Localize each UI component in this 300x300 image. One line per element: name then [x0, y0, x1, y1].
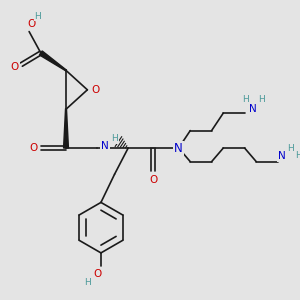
Text: O: O: [91, 85, 99, 95]
Text: O: O: [93, 269, 101, 279]
Text: H: H: [287, 144, 294, 153]
Text: H: H: [111, 134, 118, 143]
Text: H: H: [296, 151, 300, 160]
Text: N: N: [101, 141, 109, 151]
Text: O: O: [11, 61, 19, 71]
Text: N: N: [174, 142, 183, 154]
Text: H: H: [242, 95, 249, 104]
Polygon shape: [64, 109, 68, 148]
Text: O: O: [30, 143, 38, 153]
Text: O: O: [149, 175, 158, 185]
Polygon shape: [39, 51, 66, 71]
Text: N: N: [278, 151, 285, 161]
Text: O: O: [27, 19, 35, 29]
Text: H: H: [84, 278, 91, 286]
Text: N: N: [250, 104, 257, 114]
Text: H: H: [258, 95, 265, 104]
Text: H: H: [34, 11, 41, 20]
